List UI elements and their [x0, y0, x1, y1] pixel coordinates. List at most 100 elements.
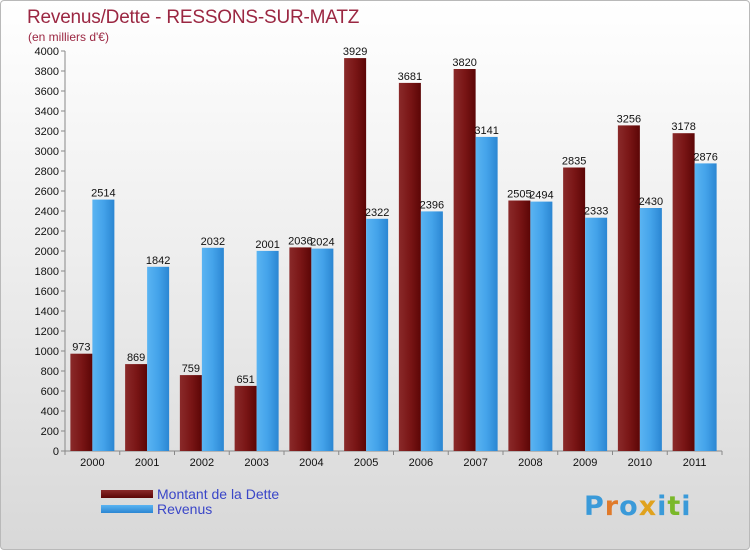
bar-dette — [563, 167, 586, 451]
bar-revenus — [201, 247, 224, 451]
value-label-revenus: 2322 — [365, 207, 389, 219]
value-label-revenus: 2032 — [201, 236, 225, 248]
bar-dette — [289, 247, 312, 451]
value-label-revenus: 2001 — [255, 239, 279, 251]
bar-dette — [179, 375, 202, 451]
y-tick-label: 3000 — [35, 146, 59, 158]
logo-letter: i — [681, 491, 692, 522]
bar-revenus — [585, 217, 608, 451]
x-axis: 2000 2001 2002 2003 2004 2005 2006 2007 2008 2009… — [64, 450, 723, 469]
value-label-dette: 3681 — [398, 71, 422, 83]
y-tick-label: 2200 — [35, 226, 59, 238]
value-label-dette: 3820 — [452, 57, 476, 69]
value-label-revenus: 3141 — [474, 125, 498, 137]
y-tick-label: 1800 — [35, 266, 59, 278]
x-tick-label: 2005 — [354, 457, 378, 469]
y-tick-label: 1000 — [35, 346, 59, 358]
value-label-dette: 3178 — [671, 121, 695, 133]
bar-dette — [672, 133, 695, 451]
y-tick-label: 600 — [41, 386, 59, 398]
bar-dette — [70, 353, 93, 451]
bar-revenus — [694, 163, 717, 451]
legend-label-revenus: Revenus — [157, 501, 213, 517]
value-label-revenus: 2494 — [529, 190, 553, 202]
proxiti-logo: Proxiti — [584, 491, 692, 522]
y-axis: 0 200 400 600 800 1000 1200 1400 1600 1800 2000 220… — [35, 46, 66, 458]
value-label-dette: 2036 — [288, 235, 312, 247]
y-tick-label: 1200 — [35, 326, 59, 338]
x-tick-label: 2010 — [628, 457, 652, 469]
value-label-revenus: 2430 — [639, 196, 663, 208]
bar-revenus — [256, 250, 279, 451]
value-label-dette: 2505 — [507, 189, 531, 201]
value-label-revenus: 2876 — [693, 151, 717, 163]
logo-letter: x — [638, 491, 658, 522]
bar-revenus — [147, 266, 170, 451]
bar-revenus — [639, 208, 662, 451]
y-tick-label: 1400 — [35, 306, 59, 318]
bar-dette — [617, 125, 640, 452]
value-label-revenus: 2514 — [91, 188, 115, 200]
x-tick-label: 2004 — [299, 457, 323, 469]
bar-dette — [398, 82, 421, 452]
bar-dette — [344, 58, 367, 451]
y-tick-label: 2800 — [35, 166, 59, 178]
x-tick-label: 2008 — [518, 457, 542, 469]
bar-chart: 0 200 400 600 800 1000 1200 1400 1600 1800 2000 220… — [35, 46, 723, 469]
bar-revenus — [420, 211, 443, 451]
value-label-dette: 759 — [182, 363, 200, 375]
bar-dette — [125, 364, 148, 451]
y-tick-label: 3400 — [35, 106, 59, 118]
chart-subtitle: (en milliers d'€) — [28, 30, 109, 44]
value-label-dette: 651 — [236, 374, 254, 386]
x-tick-label: 2011 — [683, 457, 707, 469]
logo-letter: t — [667, 491, 682, 522]
bar-revenus — [92, 199, 115, 451]
y-tick-label: 0 — [53, 446, 59, 458]
x-tick-label: 2000 — [80, 457, 104, 469]
bar-dette — [234, 385, 257, 451]
y-tick-label: 3800 — [35, 66, 59, 78]
y-tick-label: 2400 — [35, 206, 59, 218]
y-tick-label: 2000 — [35, 246, 59, 258]
bar-revenus — [366, 218, 389, 451]
bar-revenus — [530, 201, 553, 451]
value-label-revenus: 2333 — [584, 206, 608, 218]
value-label-revenus: 2396 — [420, 199, 444, 211]
bar-dette — [453, 69, 476, 451]
x-tick-label: 2006 — [409, 457, 433, 469]
legend-label-dette: Montant de la Dette — [157, 486, 280, 502]
x-tick-label: 2001 — [135, 457, 159, 469]
x-tick-label: 2007 — [463, 457, 487, 469]
value-label-dette: 3256 — [617, 113, 641, 125]
x-tick-label: 2002 — [190, 457, 214, 469]
y-tick-label: 1600 — [35, 286, 59, 298]
y-tick-label: 3600 — [35, 86, 59, 98]
bars — [70, 58, 717, 452]
value-label-revenus: 1842 — [146, 255, 170, 267]
value-label-dette: 3929 — [343, 46, 367, 58]
bar-revenus — [311, 248, 334, 451]
x-tick-label: 2009 — [573, 457, 597, 469]
logo-letter: P — [584, 491, 605, 522]
x-tick-label: 2003 — [244, 457, 268, 469]
y-tick-label: 4000 — [35, 46, 59, 58]
legend-swatch-revenus — [101, 505, 153, 513]
value-label-dette: 869 — [127, 352, 145, 364]
legend-swatch-dette — [101, 490, 153, 498]
y-tick-label: 3200 — [35, 126, 59, 138]
value-label-revenus: 2024 — [310, 237, 334, 249]
logo-letter: i — [657, 491, 668, 522]
bar-dette — [508, 200, 531, 451]
y-tick-label: 2600 — [35, 186, 59, 198]
chart-title: Revenus/Dette - RESSONS-SUR-MATZ — [27, 7, 360, 28]
bar-revenus — [475, 136, 498, 451]
y-tick-label: 200 — [41, 426, 59, 438]
y-tick-label: 800 — [41, 366, 59, 378]
value-label-dette: 2835 — [562, 156, 586, 168]
y-tick-label: 400 — [41, 406, 59, 418]
value-label-dette: 973 — [72, 342, 90, 354]
logo-letter: r — [604, 491, 620, 522]
